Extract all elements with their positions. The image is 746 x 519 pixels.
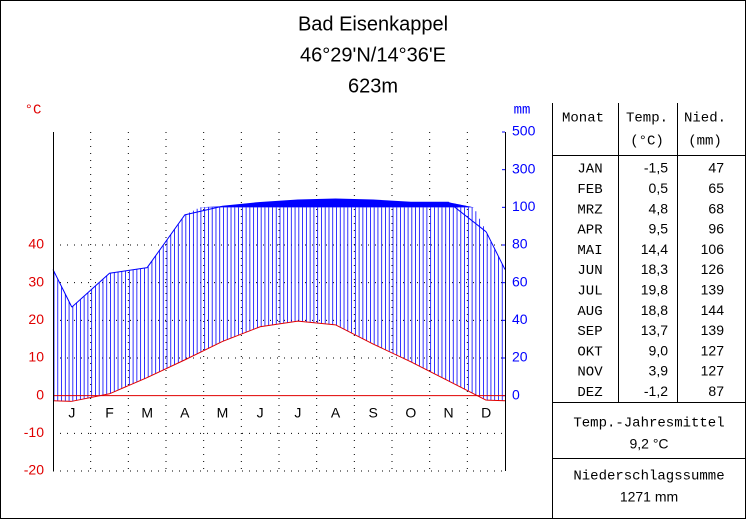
y-tick-label: 30 <box>28 273 44 289</box>
y-tick-label: 40 <box>28 236 44 252</box>
x-tick-label: A <box>331 404 341 420</box>
elevation: 623m <box>348 75 398 97</box>
table-precip: 127 <box>701 342 725 358</box>
table-header: Temp. <box>626 111 668 127</box>
table-temp: 9,0 <box>649 342 669 358</box>
table-month: DEZ <box>577 385 602 401</box>
annual-temp: 9,2 °C <box>629 436 668 452</box>
y2-tick-label: 300 <box>512 160 536 176</box>
table-temp: 18,8 <box>641 302 668 318</box>
table-temp: 18,3 <box>641 261 668 277</box>
table-precip: 47 <box>708 160 724 176</box>
table-precip: 106 <box>701 241 725 257</box>
x-tick-label: D <box>481 404 491 420</box>
table-month: SEP <box>577 324 602 340</box>
table-month: NOV <box>577 365 603 381</box>
table-precip: 139 <box>701 282 725 298</box>
table-precip: 96 <box>708 221 724 237</box>
annual-precip-label: Niederschlagssumme <box>573 469 724 485</box>
table-month: APR <box>577 223 603 239</box>
table-header: Monat <box>562 111 604 127</box>
x-tick-label: F <box>105 404 114 420</box>
table-precip: 139 <box>701 322 725 338</box>
table-temp: -1,2 <box>644 383 668 399</box>
annual-temp-label: Temp.-Jahresmittel <box>573 416 724 432</box>
table-month: JAN <box>577 162 602 178</box>
y2-tick-label: 20 <box>512 349 528 365</box>
x-tick-label: N <box>443 404 453 420</box>
table-header: (mm) <box>688 134 722 150</box>
x-tick-label: M <box>217 404 229 420</box>
table-month: JUN <box>577 263 602 279</box>
table <box>552 103 746 519</box>
table-precip: 65 <box>708 180 724 196</box>
chart-subtitle: 46°29'N/14°36'E <box>300 44 446 66</box>
table-precip: 127 <box>701 363 725 379</box>
table-month: JUL <box>577 284 602 300</box>
table-precip: 144 <box>701 302 725 318</box>
y-tick-label: -20 <box>24 462 44 478</box>
y2-tick-label: 500 <box>512 123 536 139</box>
chart-title: Bad Eisenkappel <box>298 13 448 35</box>
y2-tick-label: 100 <box>512 198 536 214</box>
table-temp: 19,8 <box>641 282 668 298</box>
line-wrap <box>486 399 506 402</box>
y-tick-label: 0 <box>36 386 44 402</box>
table-temp: 9,5 <box>649 221 669 237</box>
table-temp: 3,9 <box>649 363 669 379</box>
series-line <box>71 320 487 402</box>
table-temp: 14,4 <box>641 241 668 257</box>
y2-tick-label: 0 <box>512 386 520 402</box>
series-line <box>71 198 487 308</box>
table-temp: 0,5 <box>649 180 669 196</box>
x-tick-label: A <box>180 404 190 420</box>
table-header: Nied. <box>684 111 726 127</box>
table-temp: 13,7 <box>641 322 668 338</box>
y-tick-label: 20 <box>28 311 44 327</box>
table-temp: 4,8 <box>649 200 669 216</box>
y-tick-label: 10 <box>28 349 44 365</box>
table-precip: 68 <box>708 200 724 216</box>
table-temp: -1,5 <box>644 160 668 176</box>
table-month: OKT <box>577 344 602 360</box>
x-tick-label: O <box>405 404 416 420</box>
line-wrap <box>52 400 72 402</box>
x-tick-label: M <box>141 404 153 420</box>
y2-tick-label: 60 <box>512 273 528 289</box>
table-precip: 87 <box>708 383 724 399</box>
table-month: MAI <box>577 243 602 259</box>
y2-tick-label: 40 <box>512 311 528 327</box>
table-month: AUG <box>577 304 602 320</box>
table-precip: 126 <box>701 261 725 277</box>
line-wrap <box>485 231 506 270</box>
y2-axis-label: mm <box>514 103 531 119</box>
table-header: (°C) <box>630 134 664 150</box>
x-tick-label: J <box>68 404 75 420</box>
x-tick-label: S <box>368 404 377 420</box>
annual-precip: 1271 mm <box>620 489 678 505</box>
y2-tick-label: 80 <box>512 236 528 252</box>
table-month: FEB <box>577 182 602 198</box>
x-tick-label: J <box>294 404 301 420</box>
table-month: MRZ <box>577 202 602 218</box>
y-axis-label: °C <box>25 103 42 119</box>
x-tick-label: J <box>257 404 264 420</box>
line-wrap <box>52 269 73 308</box>
y-tick-label: -10 <box>24 424 44 440</box>
